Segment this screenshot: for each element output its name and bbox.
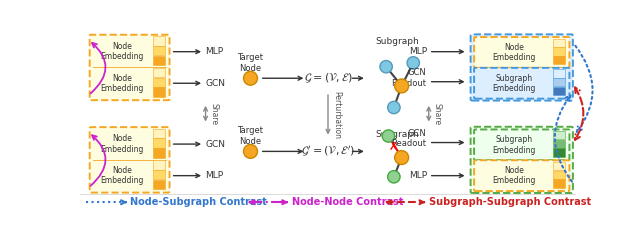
Text: ✗: ✗ (389, 142, 398, 152)
Bar (553, 149, 565, 157)
Bar (553, 56, 565, 64)
Text: Node-Node Contrast: Node-Node Contrast (292, 197, 403, 207)
Text: GCN
Readout: GCN Readout (392, 129, 426, 148)
Bar (153, 36, 165, 46)
Text: Subgraph
Embedding: Subgraph Embedding (492, 74, 536, 93)
Text: Perturbation: Perturbation (333, 91, 342, 139)
FancyBboxPatch shape (474, 68, 570, 99)
Bar (153, 180, 165, 189)
FancyBboxPatch shape (470, 34, 573, 101)
FancyBboxPatch shape (474, 37, 570, 68)
Text: MLP: MLP (409, 47, 428, 56)
Bar (153, 160, 165, 170)
Circle shape (388, 171, 400, 183)
Text: Node-Subgraph Contrast: Node-Subgraph Contrast (131, 197, 267, 207)
Text: MLP: MLP (409, 171, 428, 180)
Text: Target
Node: Target Node (237, 126, 264, 146)
Text: GCN: GCN (205, 79, 225, 88)
Text: Node
Embedding: Node Embedding (100, 42, 143, 61)
Circle shape (388, 101, 400, 114)
Text: Share: Share (433, 103, 442, 125)
Circle shape (382, 130, 395, 142)
Circle shape (380, 61, 392, 73)
Circle shape (244, 71, 257, 85)
Bar (153, 87, 165, 97)
Bar (153, 46, 165, 55)
Text: Node
Embedding: Node Embedding (100, 74, 143, 93)
Circle shape (395, 151, 408, 164)
Text: Node
Embedding: Node Embedding (100, 134, 143, 154)
Text: MLP: MLP (205, 47, 223, 56)
Text: $\mathcal{G}=(\mathcal{V},\mathcal{E})$: $\mathcal{G}=(\mathcal{V},\mathcal{E})$ (303, 72, 353, 85)
Text: Subgraph-Subgraph Contrast: Subgraph-Subgraph Contrast (429, 197, 591, 207)
Bar (553, 39, 565, 47)
Bar (553, 47, 565, 56)
Circle shape (395, 79, 408, 93)
Bar (553, 78, 565, 86)
Bar (153, 138, 165, 148)
Text: GCN
Readout: GCN Readout (392, 68, 426, 88)
Circle shape (407, 57, 419, 69)
Bar (553, 179, 565, 188)
FancyBboxPatch shape (90, 35, 170, 100)
Text: Subgraph
Embedding: Subgraph Embedding (492, 135, 536, 155)
Bar (553, 140, 565, 148)
Text: Node
Embedding: Node Embedding (492, 166, 536, 185)
Bar (553, 171, 565, 179)
Text: $\mathcal{G}'=(\mathcal{V},\mathcal{E}')$: $\mathcal{G}'=(\mathcal{V},\mathcal{E}')… (301, 144, 355, 159)
Text: GCN: GCN (205, 140, 225, 149)
Text: Subgraph: Subgraph (376, 37, 420, 47)
Bar (553, 131, 565, 139)
Text: Share: Share (209, 103, 218, 125)
Text: Node
Embedding: Node Embedding (100, 166, 143, 185)
Bar (553, 162, 565, 170)
Text: Node
Embedding: Node Embedding (492, 43, 536, 62)
FancyBboxPatch shape (474, 129, 570, 160)
Bar (153, 170, 165, 179)
FancyBboxPatch shape (474, 160, 570, 191)
Bar (153, 78, 165, 87)
Text: Subgraph: Subgraph (376, 130, 420, 139)
Bar (553, 69, 565, 78)
Bar (153, 129, 165, 138)
Text: MLP: MLP (205, 171, 223, 180)
Bar (153, 56, 165, 65)
Bar (553, 87, 565, 95)
FancyBboxPatch shape (90, 127, 170, 193)
Circle shape (244, 145, 257, 158)
Bar (153, 148, 165, 157)
Text: Target
Node: Target Node (237, 53, 264, 73)
FancyBboxPatch shape (470, 127, 573, 193)
Bar (153, 68, 165, 77)
